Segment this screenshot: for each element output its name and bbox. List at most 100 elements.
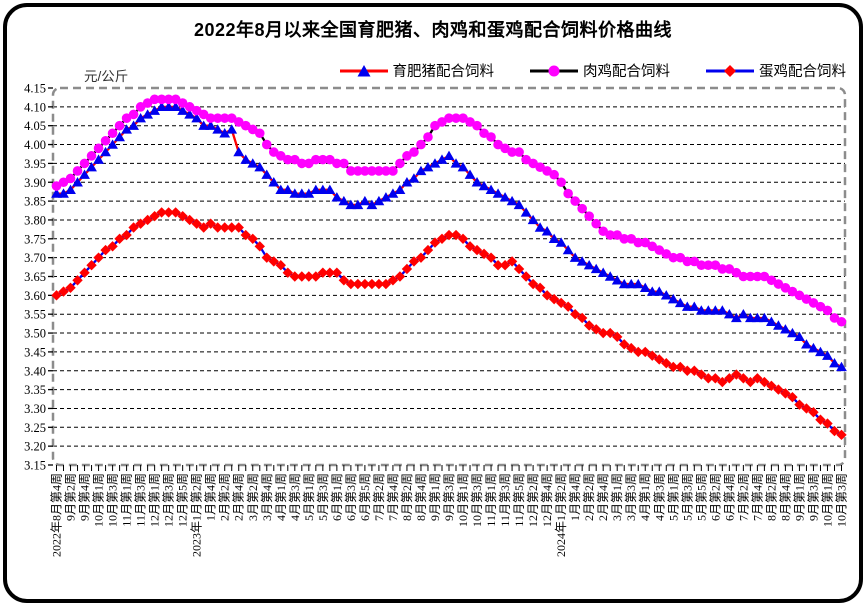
series-markers-pig [51, 101, 847, 372]
x-tick-label: 10月第3周 [470, 473, 484, 527]
x-tick-label: 5月第5周 [694, 473, 708, 521]
x-tick-label: 10月第1周 [456, 473, 470, 527]
x-tick-label: 4月第3周 [652, 473, 666, 521]
x-tick-label: 5月第3周 [316, 473, 330, 521]
y-tick-label: 3.70 [24, 251, 46, 265]
x-tick-label: 10月第1周 [92, 473, 106, 527]
x-tick-label: 6月第1周 [330, 473, 344, 521]
x-tick-label: 3月第3周 [624, 473, 638, 521]
series-markers-broiler [51, 94, 847, 327]
x-tick-label: 12月第2周 [526, 473, 540, 527]
y-tick-label: 3.25 [24, 421, 46, 435]
diamond-marker-icon [724, 64, 736, 77]
broiler-feed-legend-sample [530, 65, 578, 76]
legend-entry-broiler-feed: 肉鸡配合饲料 [530, 60, 670, 81]
x-tick-label: 8月第2周 [764, 473, 778, 521]
x-tick-label: 7月第4周 [750, 473, 764, 521]
y-tick-label: 3.85 [24, 195, 46, 209]
x-tick-label: 2022年8月第4周 [50, 473, 64, 557]
x-tick-label: 6月第4周 [722, 473, 736, 521]
y-tick-label: 3.20 [24, 440, 46, 454]
x-tick-label: 5月第3周 [680, 473, 694, 521]
x-tick-label: 9月第4周 [78, 473, 92, 521]
x-tick-label: 8月第2周 [400, 473, 414, 521]
y-tick-label: 3.40 [24, 364, 46, 378]
chart-title: 2022年8月以来全国育肥猪、肉鸡和蛋鸡配合饲料价格曲线 [193, 20, 673, 40]
x-tick-label: 3月第1周 [610, 473, 624, 521]
legend-entry-pig-feed: 育肥猪配合饲料 [339, 60, 495, 81]
chart-legend: 育肥猪配合饲料 肉鸡配合饲料 蛋鸡配合饲料 [339, 60, 846, 81]
x-tick-label: 8月第4周 [778, 473, 792, 521]
x-tick-label: 4月第1周 [638, 473, 652, 521]
x-tick-label: 11月第3周 [134, 473, 148, 527]
x-tick-label: 1月第4周 [204, 473, 218, 521]
y-tick-label: 3.60 [24, 289, 46, 303]
circle-marker-icon [548, 65, 560, 76]
x-tick-label: 12月第1周 [148, 473, 162, 527]
y-tick-label: 3.65 [24, 270, 46, 284]
legend-label-layer-feed: 蛋鸡配合饲料 [759, 64, 846, 80]
x-tick-label: 9月第1周 [792, 473, 806, 521]
x-tick-label: 10月第3周 [106, 473, 120, 527]
x-tick-label: 4月第1周 [274, 473, 288, 521]
y-tick-label: 4.00 [24, 138, 46, 152]
x-tick-label: 2月第4周 [232, 473, 246, 521]
x-tick-label: 2月第2周 [582, 473, 596, 521]
layer-feed-legend-sample [706, 64, 754, 77]
y-tick-label: 3.75 [24, 232, 46, 246]
y-tick-label: 3.45 [24, 345, 46, 359]
x-tick-label: 6月第2周 [708, 473, 722, 521]
y-tick-label: 3.90 [24, 176, 46, 190]
x-tick-label: 10月第1周 [820, 473, 834, 527]
y-tick-label: 3.15 [24, 459, 46, 473]
x-tick-label: 7月第4周 [386, 473, 400, 521]
x-tick-label: 3月第2周 [246, 473, 260, 521]
x-tick-label: 11月第3周 [498, 473, 512, 527]
series-markers-layer [51, 207, 847, 441]
x-tick-label: 2月第4周 [596, 473, 610, 521]
x-tick-label: 6月第3周 [344, 473, 358, 521]
x-tick-label: 12月第5周 [176, 473, 190, 527]
x-tick-label: 10月第3周 [834, 473, 848, 527]
x-tick-label: 7月第2周 [736, 473, 750, 521]
triangle-marker-icon [357, 64, 370, 76]
y-tick-label: 4.10 [24, 100, 46, 114]
x-tick-label: 11月第1周 [120, 473, 134, 527]
y-axis-unit-label: 元/公斤 [84, 69, 129, 84]
x-tick-label: 5月第1周 [666, 473, 680, 521]
x-tick-label: 2024年1月第2周 [554, 473, 568, 557]
series-line-layer [55, 211, 843, 436]
x-tick-label: 11月第5周 [512, 473, 526, 527]
legend-label-pig-feed: 育肥猪配合饲料 [392, 64, 495, 80]
y-axis: 3.15 3.20 3.25 3.30 3.35 3.40 3.45 3.50 3.55 3.60… [24, 82, 53, 473]
y-tick-label: 3.55 [24, 308, 46, 322]
series-layer [55, 211, 843, 436]
x-axis: 2022年8月第4周 9月第2周 9月第4周 10月第1周 10月第3周 11月第1周 11… [50, 465, 848, 557]
x-tick-label: 11月第1周 [484, 473, 498, 527]
x-tick-label: 12月第3周 [162, 473, 176, 527]
x-tick-label: 12月第4周 [540, 473, 554, 527]
x-tick-label: 2月第2周 [218, 473, 232, 521]
legend-entry-layer-feed: 蛋鸡配合饲料 [706, 60, 846, 81]
x-tick-label: 1月第4周 [568, 473, 582, 521]
y-tick-label: 3.35 [24, 383, 46, 397]
x-tick-label: 3月第4周 [260, 473, 274, 521]
y-tick-label: 4.05 [24, 119, 46, 133]
y-tick-label: 3.30 [24, 402, 46, 416]
y-tick-label: 3.95 [24, 157, 46, 171]
x-tick-label: 9月第2周 [64, 473, 78, 521]
x-tick-label: 4月第3周 [288, 473, 302, 521]
y-tick-label: 4.15 [24, 82, 46, 96]
x-tick-label: 2023年1月第2周 [190, 473, 204, 557]
x-tick-label: 9月第3周 [806, 473, 820, 521]
x-tick-label: 9月第3周 [442, 473, 456, 521]
y-tick-label: 3.50 [24, 327, 46, 341]
legend-label-broiler-feed: 肉鸡配合饲料 [583, 64, 670, 80]
x-tick-label: 8月第4周 [414, 473, 428, 521]
x-tick-label: 9月第1周 [428, 473, 442, 521]
x-tick-label: 5月第1周 [302, 473, 316, 521]
y-tick-label: 3.80 [24, 213, 46, 227]
x-tick-label: 6月第5周 [358, 473, 372, 521]
